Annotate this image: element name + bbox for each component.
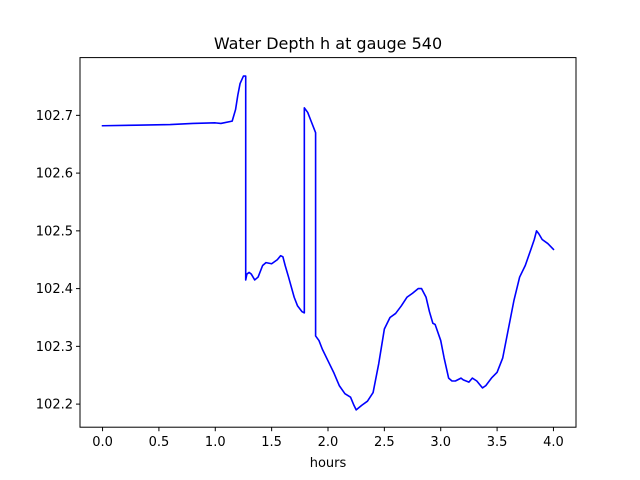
x-tick-label: 2.5 (374, 435, 395, 450)
y-tick-label: 102.7 (36, 109, 73, 124)
x-tick-label: 0.0 (92, 435, 113, 450)
x-axis-ticks: 0.0 0.5 1.0 1.5 2.0 2.5 3.0 3.5 4.0 (92, 427, 564, 450)
x-tick-label: 0.5 (149, 435, 170, 450)
y-tick-label: 102.5 (36, 224, 73, 239)
y-tick-label: 102.3 (36, 340, 73, 355)
chart-title: Water Depth h at gauge 540 (214, 34, 442, 53)
x-tick-label: 3.0 (430, 435, 451, 450)
x-axis-label: hours (310, 456, 347, 471)
plot-frame (79, 57, 577, 428)
y-tick-label: 102.4 (36, 282, 73, 297)
x-tick-label: 4.0 (543, 435, 564, 450)
y-tick-label: 102.2 (36, 398, 73, 413)
water-depth-line (101, 75, 555, 411)
y-axis-ticks: 102.2 102.3 102.4 102.5 102.6 102.7 (36, 109, 80, 413)
y-tick-label: 102.6 (36, 167, 73, 182)
x-tick-label: 3.5 (487, 435, 508, 450)
x-tick-label: 2.0 (318, 435, 339, 450)
x-tick-label: 1.0 (205, 435, 226, 450)
series-layer (101, 75, 555, 411)
plot-area (80, 57, 576, 428)
x-tick-label: 1.5 (261, 435, 282, 450)
